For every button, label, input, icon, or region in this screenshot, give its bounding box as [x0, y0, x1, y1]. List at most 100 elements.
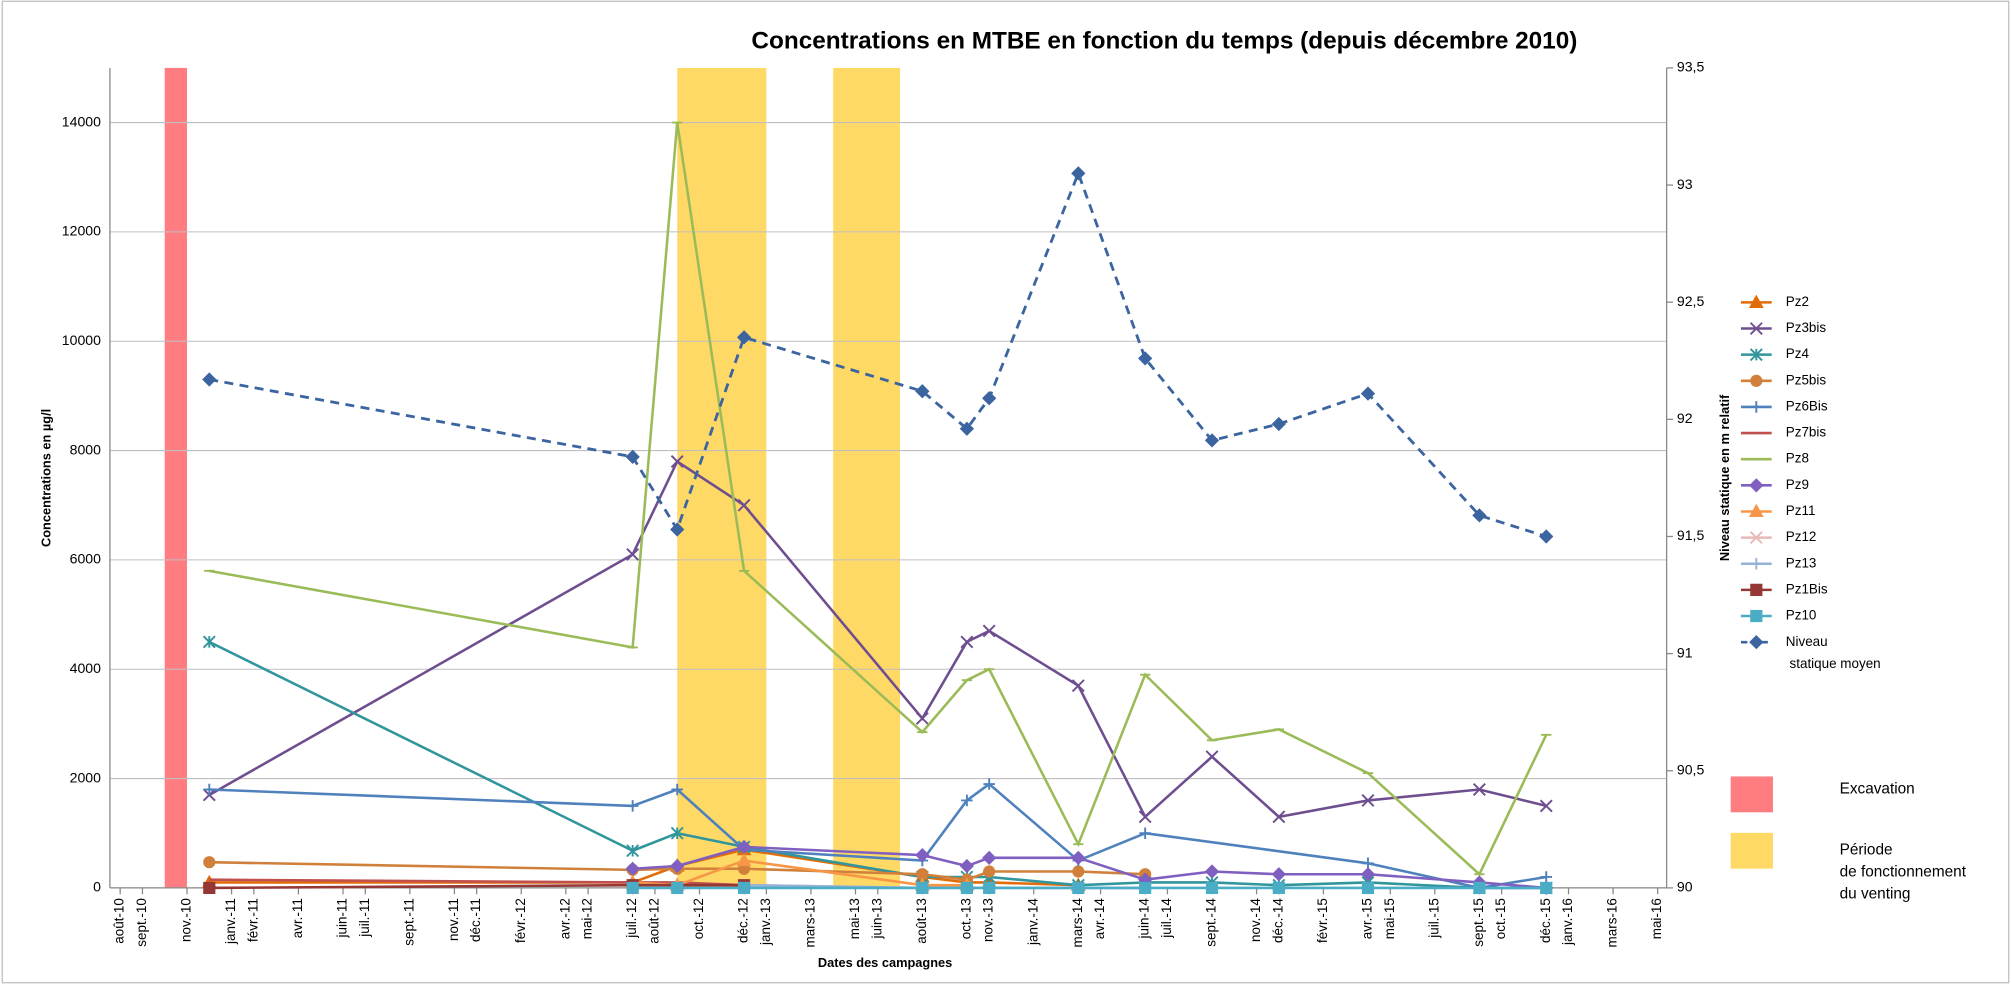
series-line: [209, 782, 1547, 890]
marker: [1750, 374, 1763, 387]
marker: [625, 861, 640, 876]
legend-label: Excavation: [1840, 780, 1915, 797]
y-tick-label: 2000: [70, 769, 101, 785]
x-tick-label: oct.-12: [691, 898, 706, 939]
marker: [1071, 166, 1086, 181]
legend-label: Pz11: [1786, 503, 1816, 518]
marker: [983, 881, 996, 894]
y2-tick-label: 91: [1677, 644, 1693, 660]
x-tick-label: avr.-14: [1092, 898, 1107, 940]
x-tick-label: sept.-15: [1471, 898, 1486, 947]
legend-label: Pz12: [1786, 529, 1817, 544]
marker: [960, 635, 974, 649]
legend-label: Pz4: [1786, 346, 1810, 361]
marker: [1360, 867, 1376, 882]
marker: [959, 858, 975, 874]
marker: [1272, 881, 1285, 894]
marker: [959, 421, 975, 436]
marker: [960, 881, 973, 894]
x-tick-label: mars-14: [1070, 898, 1085, 948]
y-tick-label: 4000: [70, 660, 101, 676]
marker: [203, 856, 216, 869]
y-tick-label: 10000: [62, 332, 101, 348]
x-tick-label: mai-16: [1649, 898, 1664, 939]
marker: [202, 635, 216, 649]
x-tick-label: juil.-11: [357, 898, 372, 938]
x-axis-label: Dates des campagnes: [818, 955, 952, 970]
period-band: [164, 67, 188, 888]
marker: [1750, 583, 1763, 596]
x-tick-label: sept.-11: [401, 898, 416, 946]
x-tick-label: juil.-15: [1426, 898, 1441, 939]
marker: [983, 865, 996, 878]
marker: [1361, 793, 1375, 807]
x-tick-label: juil.-14: [1159, 898, 1174, 939]
marker: [1138, 351, 1153, 366]
marker: [1272, 810, 1286, 824]
marker: [737, 498, 751, 512]
legend-label: Pz10: [1786, 608, 1817, 623]
series-line: [209, 878, 745, 887]
marker: [671, 881, 684, 894]
marker: [1072, 865, 1085, 878]
marker: [1271, 416, 1286, 432]
legend-label: Pz5bis: [1786, 372, 1827, 387]
marker: [915, 847, 930, 863]
marker: [1360, 386, 1376, 401]
y2-tick-label: 93,5: [1677, 59, 1705, 75]
marker: [1748, 503, 1764, 518]
marker: [1749, 478, 1764, 493]
marker: [1071, 850, 1086, 865]
marker: [1139, 881, 1152, 894]
x-tick-label: mai-13: [847, 898, 862, 939]
marker: [626, 881, 639, 894]
marker: [1204, 433, 1220, 448]
marker: [1749, 322, 1763, 335]
x-tick-label: févr.-12: [513, 898, 528, 943]
marker: [982, 391, 997, 406]
marker: [1271, 867, 1286, 882]
x-tick-label: déc.-14: [1270, 898, 1285, 943]
x-tick-label: juin-14: [1137, 898, 1152, 940]
legend-swatch: [1730, 832, 1773, 869]
y-tick-label: 8000: [70, 441, 101, 457]
x-tick-label: juil.-12: [624, 898, 639, 939]
chart-title: Concentrations en MTBE en fonction du te…: [751, 28, 1577, 55]
y2-tick-label: 90,5: [1677, 761, 1705, 777]
marker: [1749, 531, 1763, 545]
marker: [1750, 557, 1763, 570]
marker: [1750, 609, 1763, 623]
x-tick-label: juin-11: [335, 898, 350, 938]
period-band: [677, 67, 767, 888]
y2-tick-label: 93: [1677, 176, 1693, 192]
legend-label: Pz2: [1786, 294, 1809, 309]
x-tick-label: sept.-14: [1204, 898, 1219, 947]
marker: [737, 881, 751, 894]
marker: [670, 858, 685, 874]
marker: [736, 852, 752, 867]
marker: [626, 844, 640, 858]
x-tick-label: janv.-14: [1025, 898, 1040, 946]
marker: [626, 800, 639, 812]
series-line: [209, 169, 1547, 538]
marker: [736, 839, 752, 855]
y-tick-label: 14000: [62, 113, 101, 129]
x-tick-label: févr.-15: [1315, 898, 1330, 943]
x-tick-label: mai-12: [580, 898, 595, 939]
legend-label: Pz8: [1786, 451, 1809, 466]
x-tick-label: mars-13: [802, 898, 817, 947]
y2-tick-label: 92: [1677, 410, 1693, 426]
x-tick-label: oct.-13: [958, 898, 973, 939]
marker: [1749, 348, 1763, 362]
marker: [1139, 827, 1151, 840]
marker: [1472, 783, 1486, 796]
x-tick-label: janv.-16: [1560, 898, 1575, 946]
legend-label: Pz7bis: [1786, 425, 1827, 440]
marker: [1205, 881, 1219, 894]
legend-swatch: [1730, 776, 1773, 813]
x-tick-label: août-12: [646, 898, 661, 944]
marker: [1749, 635, 1764, 650]
marker: [982, 850, 997, 865]
x-tick-label: nov.-11: [446, 898, 461, 941]
